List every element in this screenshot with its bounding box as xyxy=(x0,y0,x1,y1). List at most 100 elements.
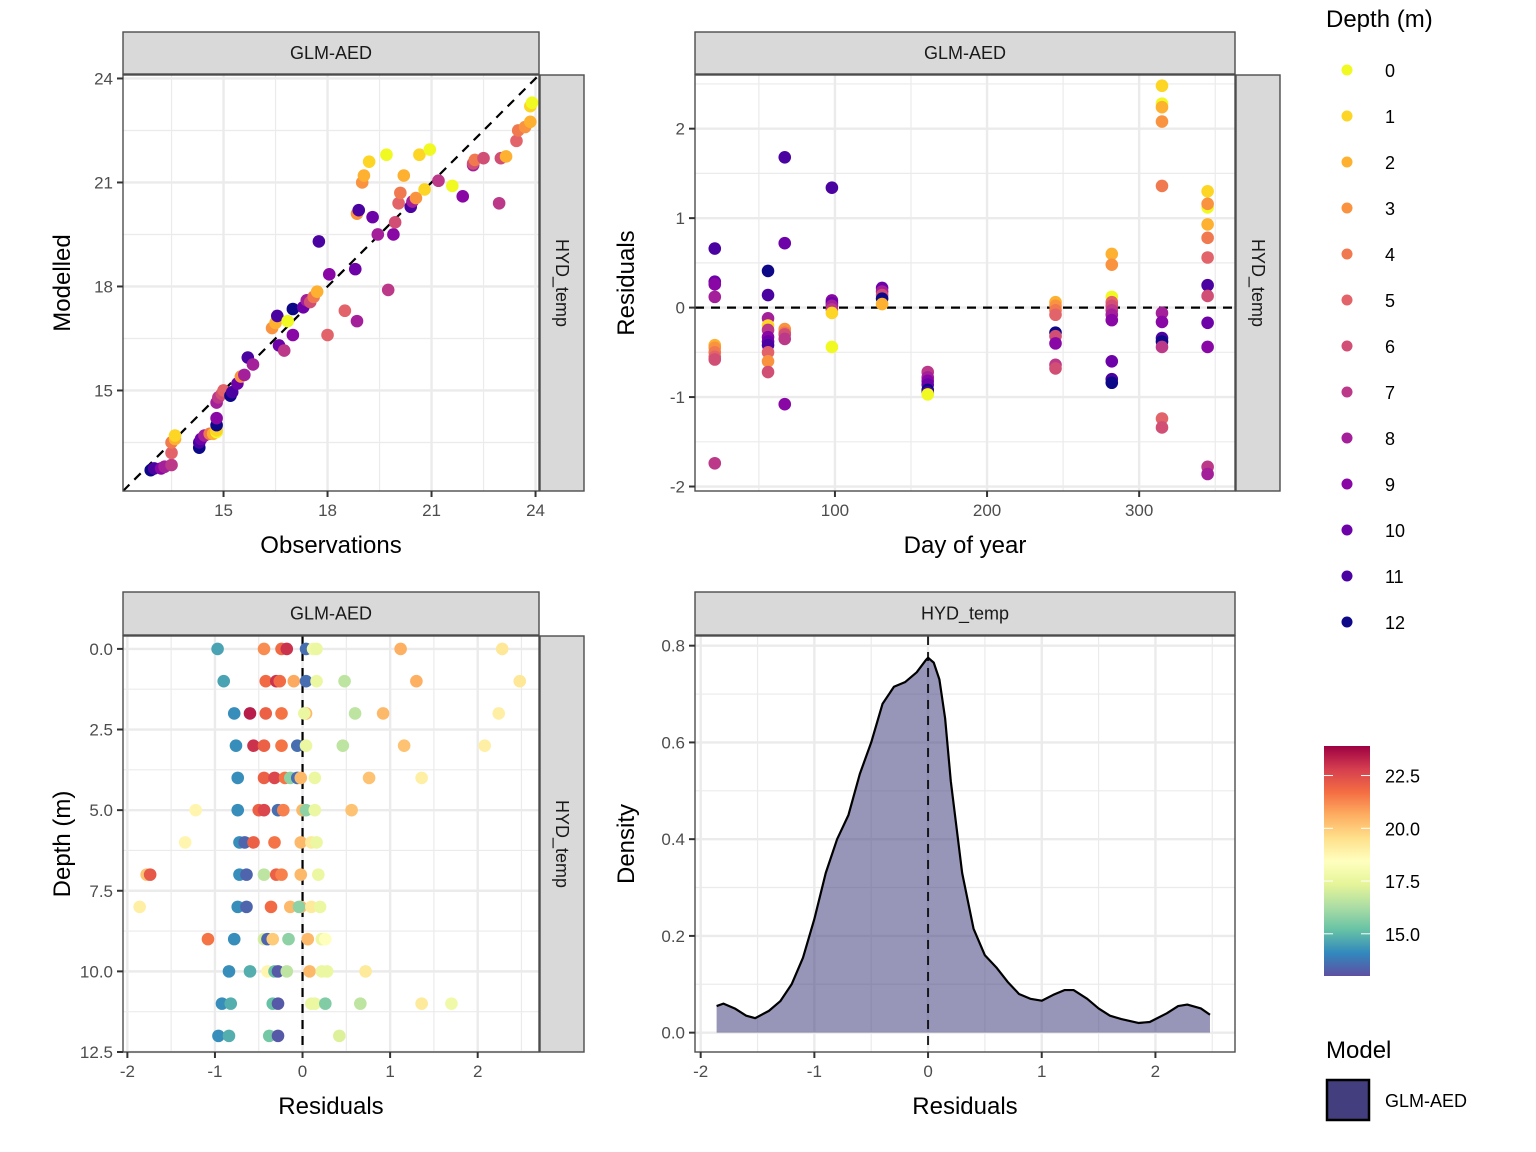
legend-depth-swatch xyxy=(1341,386,1353,398)
data-point xyxy=(1105,354,1119,368)
data-point xyxy=(299,803,313,817)
strip-top-label: HYD_temp xyxy=(921,604,1009,625)
data-point xyxy=(257,739,271,752)
strip-right-label: HYD_temp xyxy=(1247,239,1268,327)
data-point xyxy=(456,190,470,203)
data-point xyxy=(246,358,260,371)
data-point xyxy=(282,932,295,946)
data-point xyxy=(310,836,323,849)
strip-right xyxy=(539,635,585,1053)
data-point xyxy=(348,262,362,276)
density-line xyxy=(716,656,1211,1025)
data-point xyxy=(1155,412,1169,425)
y-tick-label: 24 xyxy=(94,69,113,88)
legend-depth-item: 11 xyxy=(1341,567,1404,587)
data-point xyxy=(350,314,364,328)
x-tick-label: 300 xyxy=(1125,501,1153,520)
x-tick-label: 1 xyxy=(1037,1062,1046,1081)
data-point xyxy=(394,642,407,656)
data-point xyxy=(275,868,288,881)
plot-content xyxy=(133,636,527,1052)
data-point xyxy=(761,365,775,379)
data-point xyxy=(229,739,243,752)
data-point xyxy=(286,302,300,316)
y-tick-label: 18 xyxy=(94,277,113,296)
data-point xyxy=(168,429,182,442)
legend-depth-swatch xyxy=(1341,248,1353,260)
legend-depth-label: 3 xyxy=(1385,199,1395,219)
legend-depth-item: 5 xyxy=(1341,291,1395,311)
data-point xyxy=(333,1029,346,1043)
x-tick-label: 0 xyxy=(298,1062,307,1081)
data-point xyxy=(240,900,253,914)
data-point xyxy=(271,1029,285,1043)
y-tick-label: 2.5 xyxy=(89,721,113,740)
legend-depth-swatch xyxy=(1341,432,1353,444)
data-point xyxy=(312,868,325,881)
y-tick-label: 21 xyxy=(94,173,113,192)
data-point xyxy=(1105,376,1119,390)
data-point xyxy=(1049,308,1062,322)
y-tick-label: -1 xyxy=(670,388,685,407)
panel-border xyxy=(694,74,1236,492)
legend-model-swatch xyxy=(1325,1078,1371,1122)
data-point xyxy=(215,997,229,1010)
legend-depth-label: 4 xyxy=(1385,245,1395,265)
data-point xyxy=(381,283,395,297)
data-point xyxy=(445,997,458,1010)
data-point xyxy=(825,181,839,195)
data-point xyxy=(432,174,445,188)
x-tick-label: -2 xyxy=(120,1062,135,1081)
data-point xyxy=(357,169,371,182)
data-point xyxy=(238,836,252,849)
data-point xyxy=(397,739,411,752)
legend-depth-label: 10 xyxy=(1385,521,1405,541)
data-point xyxy=(708,456,722,470)
data-point xyxy=(276,803,290,817)
colorbar-label: 20.0 xyxy=(1385,819,1420,839)
data-point xyxy=(240,868,253,881)
panel-obs_vs_mod: 15 18 21 24 15 18 21 24 Observations Modelled GLM-… xyxy=(49,31,585,559)
data-point xyxy=(921,388,935,401)
data-point xyxy=(354,997,367,1010)
data-point xyxy=(1201,278,1214,292)
data-point xyxy=(415,771,428,785)
colorbar-label: 15.0 xyxy=(1385,925,1420,945)
data-point xyxy=(1201,251,1214,264)
data-point xyxy=(415,997,428,1010)
data-point xyxy=(778,332,792,346)
data-point xyxy=(1155,100,1169,114)
data-point xyxy=(394,186,407,200)
x-tick-label: 15 xyxy=(214,501,233,520)
legend-depth-swatch xyxy=(1341,570,1353,582)
data-point xyxy=(308,771,322,785)
colorbar-label: 22.5 xyxy=(1385,767,1420,787)
data-point xyxy=(303,965,316,978)
panel-residual_density: -2 -1 0 1 2 0.0 0.2 0.4 0.6 0.8 Residuals Density HY… xyxy=(613,591,1236,1120)
legend-model-title: Model xyxy=(1326,1037,1391,1064)
data-point xyxy=(708,242,722,255)
data-point xyxy=(275,739,288,752)
legend-depth-item: 10 xyxy=(1341,521,1405,541)
data-point xyxy=(1049,362,1062,375)
plot-content xyxy=(716,636,1211,1052)
x-tick-label: 200 xyxy=(973,501,1001,520)
data-point xyxy=(1201,467,1214,481)
x-tick-label: 2 xyxy=(1151,1062,1160,1081)
y-axis-title: Depth (m) xyxy=(49,791,76,898)
data-point xyxy=(292,900,306,914)
x-axis-title: Observations xyxy=(260,532,401,559)
data-point xyxy=(1155,421,1169,434)
data-point xyxy=(319,932,332,946)
data-point xyxy=(359,965,372,978)
legend-model: Model GLM-AED xyxy=(1325,1037,1467,1122)
data-point xyxy=(418,183,431,196)
data-point xyxy=(189,803,202,817)
data-point xyxy=(825,340,839,354)
strip-top-label: GLM-AED xyxy=(290,43,372,63)
x-tick-label: 18 xyxy=(318,501,337,520)
y-tick-label: 5.0 xyxy=(89,801,113,820)
data-point xyxy=(227,932,241,946)
data-point xyxy=(222,965,236,978)
